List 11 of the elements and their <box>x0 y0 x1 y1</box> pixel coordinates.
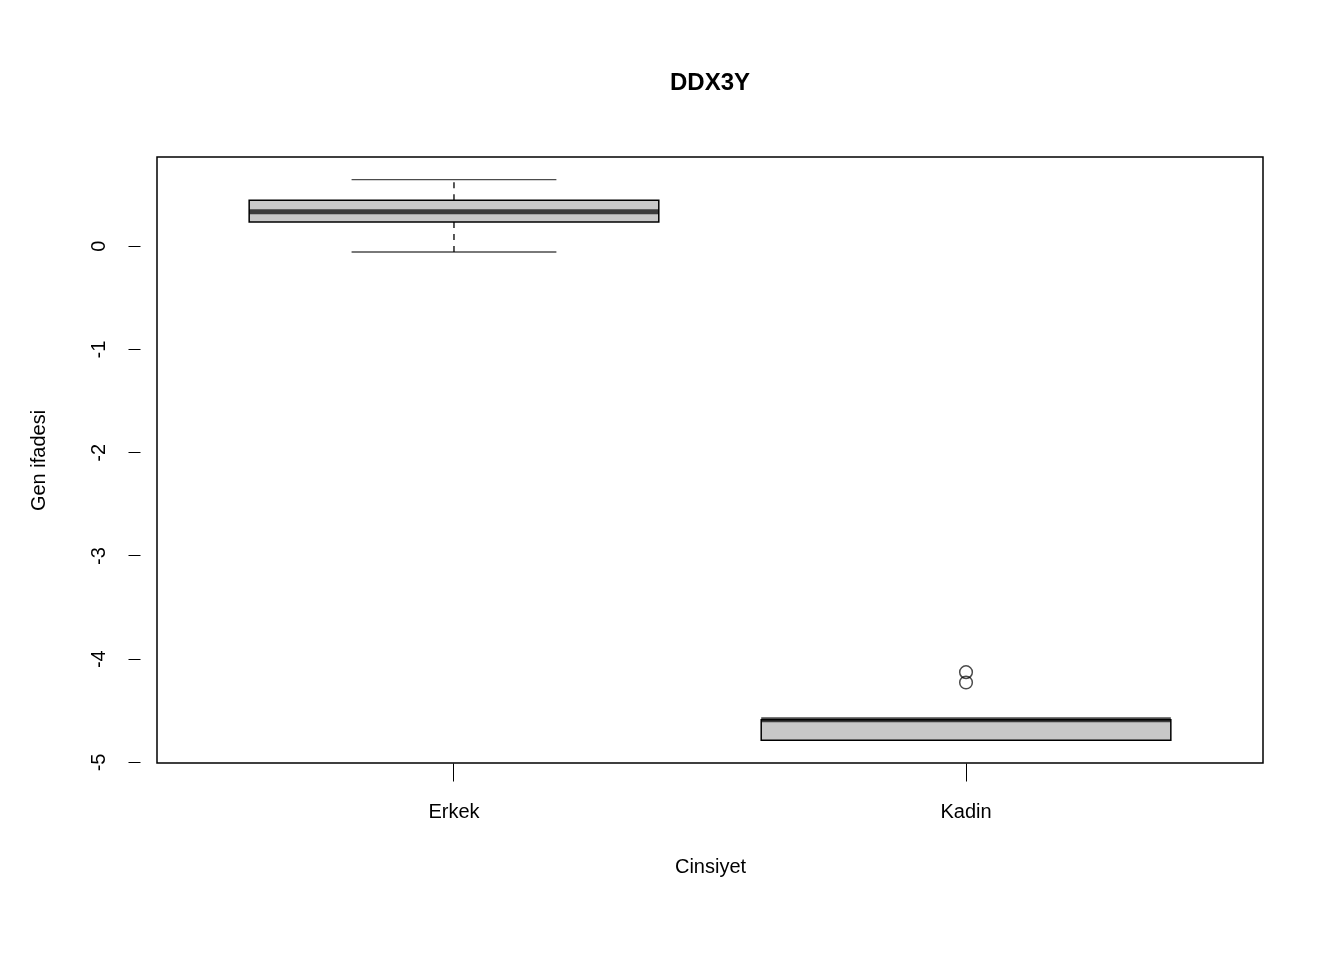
x-axis-title: Cinsiyet <box>674 854 747 877</box>
y-axis-title: Gen ifadesi <box>26 409 49 512</box>
y-tick-label: -4 <box>86 650 109 669</box>
y-tick-label: 0 <box>86 240 109 252</box>
x-tick-label: Kadin <box>940 799 992 822</box>
y-tick-label: -2 <box>86 443 109 462</box>
y-tick-label: -3 <box>86 547 109 565</box>
chart-title: DDX3Y <box>669 68 751 95</box>
x-tick-label: Erkek <box>428 799 481 822</box>
y-tick-label: -5 <box>86 753 109 772</box>
y-tick-label: -1 <box>86 340 109 359</box>
